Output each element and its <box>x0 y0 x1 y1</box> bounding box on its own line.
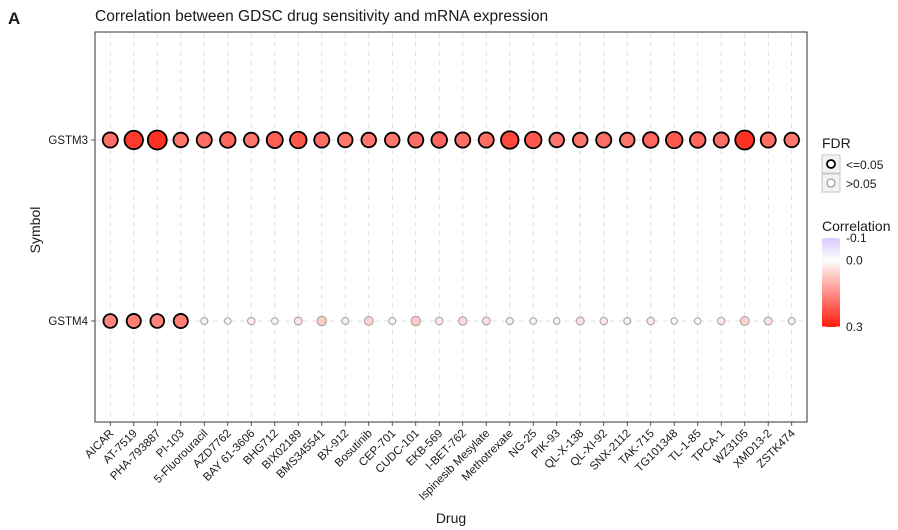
data-point-gstm4 <box>270 317 279 325</box>
x-axis-label: Drug <box>436 510 466 526</box>
chart-title: Correlation between GDSC drug sensitivit… <box>95 8 548 25</box>
data-point-gstm4 <box>200 316 209 326</box>
data-point-gstm4 <box>316 315 327 327</box>
data-point-gstm3 <box>548 131 565 149</box>
grid-lines <box>96 33 806 421</box>
fdr-legend-title: FDR <box>822 135 851 151</box>
data-point-gstm4 <box>693 317 702 325</box>
data-point-gstm4 <box>599 316 609 326</box>
data-point-gstm4 <box>646 316 656 326</box>
data-point-gstm4 <box>670 317 679 325</box>
data-point-gstm4 <box>763 316 773 326</box>
data-point-gstm3 <box>219 131 237 149</box>
x-tick-labels: AICARAT-7519PHA-793887PI-1035-Fluorourac… <box>83 422 798 503</box>
data-point-gstm3 <box>360 131 377 149</box>
data-point-gstm3 <box>477 131 495 149</box>
colorbar-tick-label: -0.1 <box>846 231 867 245</box>
data-point-gstm3 <box>123 129 144 151</box>
fdr-key-significant-symbol <box>826 159 836 169</box>
panel-label: A <box>8 9 20 28</box>
data-point-gstm3 <box>619 131 636 149</box>
data-point-gstm4 <box>149 313 166 329</box>
data-point-gstm3 <box>665 130 684 150</box>
data-point-gstm3 <box>759 131 777 149</box>
data-point-gstm3 <box>734 129 756 151</box>
data-point-gstm3 <box>407 131 425 149</box>
y-tick-labels: GSTM4 GSTM3 <box>48 135 95 328</box>
data-point-gstm4 <box>293 316 303 326</box>
data-point-gstm3 <box>454 131 472 149</box>
data-point-gstm4 <box>223 317 232 325</box>
data-point-gstm4 <box>575 316 585 326</box>
data-points <box>101 129 800 329</box>
data-point-gstm3 <box>384 131 401 149</box>
data-point-gstm3 <box>689 131 707 149</box>
data-point-gstm4 <box>529 317 538 325</box>
plot-panel <box>94 31 808 423</box>
data-point-gstm4 <box>434 316 444 326</box>
fdr-legend: FDR <=0.05 >0.05 <box>821 135 884 193</box>
data-point-gstm4 <box>739 316 750 326</box>
correlation-colorbar <box>822 238 840 327</box>
data-point-gstm3 <box>146 129 168 151</box>
correlation-legend-title: Correlation <box>822 218 890 234</box>
data-point-gstm4 <box>246 316 256 326</box>
data-point-gstm4 <box>552 317 561 325</box>
data-point-gstm3 <box>430 131 448 149</box>
data-point-gstm4 <box>481 316 491 326</box>
data-point-gstm4 <box>102 313 119 329</box>
data-point-gstm3 <box>500 130 520 150</box>
data-point-gstm4 <box>505 316 514 326</box>
data-point-gstm4 <box>388 316 397 326</box>
data-point-gstm3 <box>101 131 119 149</box>
colorbar-tick-label: 0.3 <box>846 320 863 334</box>
data-point-gstm4 <box>623 316 632 326</box>
data-point-gstm3 <box>595 131 613 149</box>
data-point-gstm3 <box>642 131 660 149</box>
data-point-gstm3 <box>195 131 213 149</box>
fdr-label-nonsignificant: >0.05 <box>846 177 877 191</box>
data-point-gstm3 <box>313 131 331 149</box>
data-point-gstm4 <box>716 316 726 326</box>
correlation-legend: Correlation -0.1 0.0 0.3 <box>822 218 890 334</box>
fdr-key-nonsignificant-symbol <box>826 178 836 188</box>
data-point-gstm3 <box>783 131 800 149</box>
data-point-gstm3 <box>243 131 260 149</box>
data-point-gstm4 <box>341 316 350 326</box>
colorbar-tick-label: 0.0 <box>846 253 863 267</box>
y-tick-label: GSTM4 <box>48 316 88 328</box>
fdr-label-significant: <=0.05 <box>846 158 884 172</box>
data-point-gstm4 <box>125 313 142 329</box>
data-point-gstm3 <box>337 131 354 149</box>
data-point-gstm4 <box>787 316 796 326</box>
y-axis-label: Symbol <box>27 207 43 254</box>
y-tick-label: GSTM3 <box>48 135 88 147</box>
data-point-gstm3 <box>289 130 308 150</box>
data-point-gstm4 <box>363 316 374 326</box>
data-point-gstm4 <box>410 315 421 327</box>
data-point-gstm3 <box>265 131 284 149</box>
data-point-gstm3 <box>172 131 189 149</box>
data-point-gstm3 <box>572 131 589 149</box>
data-point-gstm4 <box>457 316 468 326</box>
colorbar-ticks: -0.1 0.0 0.3 <box>822 231 867 334</box>
data-point-gstm3 <box>524 130 543 150</box>
data-point-gstm4 <box>172 313 189 329</box>
data-point-gstm3 <box>712 131 730 149</box>
